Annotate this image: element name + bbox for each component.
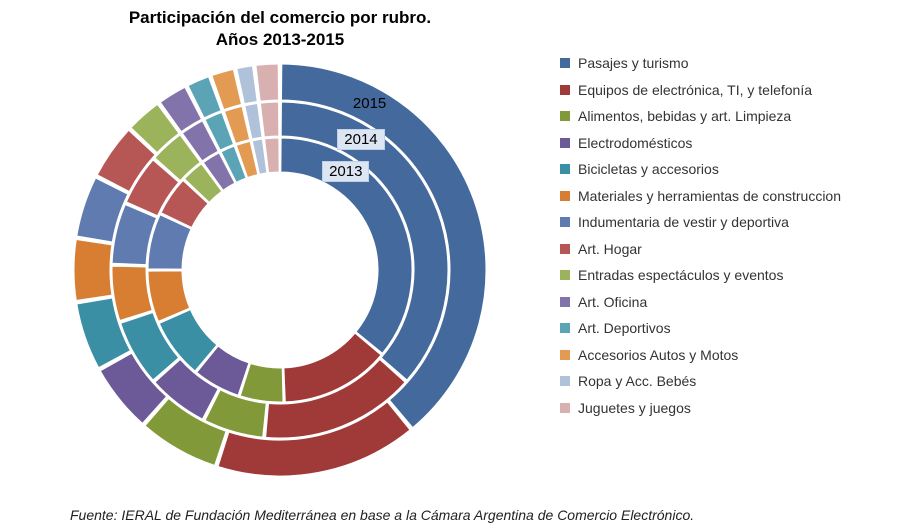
ring-year-label: 2015: [353, 95, 386, 112]
donut-svg: [20, 60, 540, 480]
legend-label: Art. Oficina: [578, 294, 647, 310]
legend-label: Bicicletas y accesorios: [578, 161, 719, 177]
legend-swatch: [560, 138, 570, 148]
legend-swatch: [560, 111, 570, 121]
legend-swatch: [560, 244, 570, 254]
legend-item: Equipos de electrónica, TI, y telefonía: [560, 82, 900, 98]
legend-item: Indumentaria de vestir y deportiva: [560, 214, 900, 230]
legend-swatch: [560, 270, 570, 280]
ring-year-label: 2013: [322, 161, 369, 182]
legend-swatch: [560, 297, 570, 307]
donut-chart: 2013 2014 2015: [20, 60, 540, 480]
chart-title-sub: Años 2013-2015: [0, 30, 560, 50]
legend-label: Art. Hogar: [578, 241, 642, 257]
title-block: Participación del comercio por rubro. Añ…: [0, 8, 560, 50]
legend-item: Electrodomésticos: [560, 135, 900, 151]
legend-swatch: [560, 58, 570, 68]
legend-item: Art. Deportivos: [560, 320, 900, 336]
legend-item: Juguetes y juegos: [560, 400, 900, 416]
legend-label: Pasajes y turismo: [578, 55, 688, 71]
legend-label: Indumentaria de vestir y deportiva: [578, 214, 789, 230]
ring-year-label: 2014: [337, 129, 384, 150]
legend-item: Accesorios Autos y Motos: [560, 347, 900, 363]
legend-swatch: [560, 85, 570, 95]
legend-label: Ropa y Acc. Bebés: [578, 373, 696, 389]
legend-item: Alimentos, bebidas y art. Limpieza: [560, 108, 900, 124]
legend-item: Art. Hogar: [560, 241, 900, 257]
legend-swatch: [560, 323, 570, 333]
donut-slice: [74, 240, 112, 301]
legend-swatch: [560, 376, 570, 386]
legend-swatch: [560, 191, 570, 201]
legend-item: Art. Oficina: [560, 294, 900, 310]
donut-slice: [112, 266, 152, 320]
legend-label: Juguetes y juegos: [578, 400, 691, 416]
legend-item: Pasajes y turismo: [560, 55, 900, 71]
donut-slice: [265, 138, 280, 173]
legend-swatch: [560, 350, 570, 360]
legend-swatch: [560, 403, 570, 413]
legend-swatch: [560, 164, 570, 174]
legend: Pasajes y turismo Equipos de electrónica,…: [560, 55, 900, 426]
legend-label: Materiales y herramientas de construccio…: [578, 188, 841, 204]
legend-label: Alimentos, bebidas y art. Limpieza: [578, 108, 791, 124]
legend-label: Electrodomésticos: [578, 135, 692, 151]
donut-slice: [260, 102, 278, 137]
legend-item: Bicicletas y accesorios: [560, 161, 900, 177]
legend-item: Entradas espectáculos y eventos: [560, 267, 900, 283]
legend-label: Entradas espectáculos y eventos: [578, 267, 783, 283]
chart-container: Participación del comercio por rubro. Añ…: [0, 0, 911, 530]
donut-slice: [256, 64, 279, 101]
legend-item: Materiales y herramientas de construccio…: [560, 188, 900, 204]
chart-title-main: Participación del comercio por rubro.: [0, 8, 560, 28]
legend-label: Accesorios Autos y Motos: [578, 347, 738, 363]
legend-label: Art. Deportivos: [578, 320, 671, 336]
source-text: Fuente: IERAL de Fundación Mediterránea …: [70, 506, 770, 524]
legend-label: Equipos de electrónica, TI, y telefonía: [578, 82, 812, 98]
legend-item: Ropa y Acc. Bebés: [560, 373, 900, 389]
legend-swatch: [560, 217, 570, 227]
